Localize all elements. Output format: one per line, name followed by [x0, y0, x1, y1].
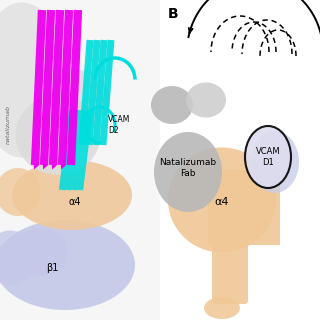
- Text: B: B: [168, 7, 179, 21]
- Ellipse shape: [168, 148, 276, 252]
- Ellipse shape: [0, 168, 41, 216]
- Text: Natalizumab
Fab: Natalizumab Fab: [159, 158, 217, 178]
- Text: α4: α4: [69, 197, 81, 207]
- Ellipse shape: [154, 132, 222, 212]
- FancyBboxPatch shape: [208, 170, 280, 245]
- Text: VCAM
D2: VCAM D2: [108, 115, 130, 135]
- Ellipse shape: [12, 228, 68, 276]
- Ellipse shape: [0, 220, 135, 310]
- FancyBboxPatch shape: [212, 231, 248, 304]
- Ellipse shape: [12, 160, 132, 230]
- Bar: [0, 0, 160, 320]
- Ellipse shape: [151, 86, 193, 124]
- Text: VCAM
D1: VCAM D1: [256, 147, 280, 167]
- Ellipse shape: [251, 131, 299, 193]
- Ellipse shape: [186, 83, 226, 117]
- Text: β1: β1: [46, 263, 58, 273]
- Ellipse shape: [15, 95, 100, 175]
- Ellipse shape: [0, 230, 35, 285]
- Ellipse shape: [204, 297, 240, 319]
- Ellipse shape: [245, 126, 291, 188]
- Text: natalizumab: natalizumab: [6, 106, 11, 145]
- Ellipse shape: [50, 70, 110, 130]
- Text: α4: α4: [215, 197, 229, 207]
- Ellipse shape: [0, 3, 67, 157]
